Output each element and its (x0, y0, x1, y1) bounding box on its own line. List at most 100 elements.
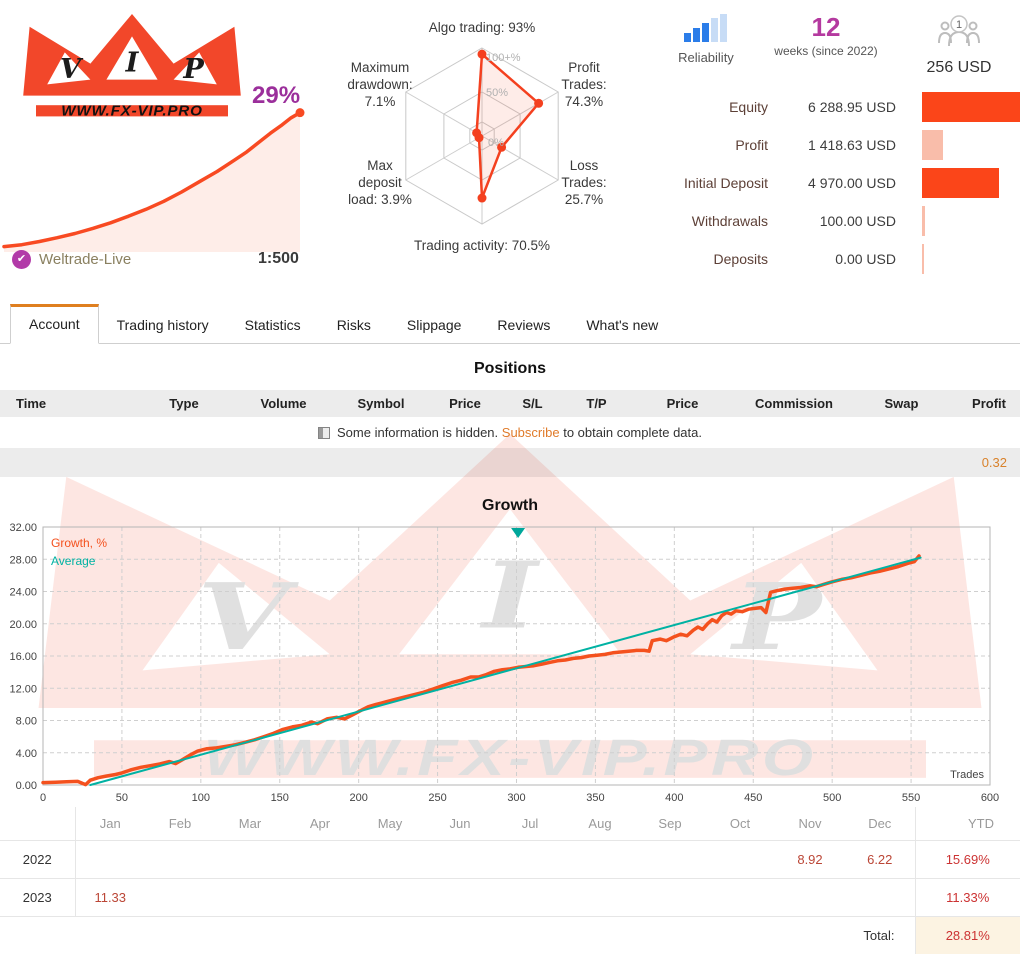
positions-col-t-p: T/P (563, 390, 630, 417)
month-header-feb: Feb (145, 807, 215, 841)
svg-text:550: 550 (902, 792, 920, 804)
positions-col-commission: Commission (735, 390, 853, 417)
leverage-value: 1:500 (258, 250, 299, 268)
radar-axis-label: Trades: (561, 175, 606, 190)
svg-text:8.00: 8.00 (16, 716, 37, 728)
month-growth-value (145, 879, 215, 917)
radar-axis-label: Algo trading: 93% (429, 20, 536, 35)
stat-label: Profit (660, 137, 768, 153)
month-header-mar: Mar (215, 807, 285, 841)
radar-axis-label: 25.7% (565, 192, 603, 207)
signal-info-row: Reliability 12 weeks (since 2022) (660, 0, 1020, 84)
stat-value: 1 418.63 USD (768, 137, 896, 153)
radar-axis-label: Trading activity: 70.5% (414, 238, 550, 253)
tab-trading-history[interactable]: Trading history (99, 306, 227, 344)
month-header-may: May (355, 807, 425, 841)
legend-entry: Average (51, 554, 96, 568)
month-header-nov: Nov (775, 807, 845, 841)
month-growth-value (215, 841, 285, 879)
subscribe-link[interactable]: Subscribe (502, 425, 560, 440)
month-growth-value (75, 841, 145, 879)
stat-bar (922, 206, 925, 236)
notice-pre-text: Some information is hidden. (337, 425, 498, 440)
month-growth-value (705, 841, 775, 879)
month-header-jul: Jul (495, 807, 565, 841)
logo-letter-i: I (125, 47, 140, 79)
svg-text:150: 150 (271, 792, 289, 804)
radar-axis-label: 7.1% (365, 94, 396, 109)
month-growth-value (845, 879, 915, 917)
stat-label: Initial Deposit (660, 175, 768, 191)
tab-slippage[interactable]: Slippage (389, 306, 480, 344)
svg-text:0%: 0% (488, 137, 504, 149)
tab-account[interactable]: Account (10, 304, 99, 344)
stats-radar-chart: 100+%50%0%Algo trading: 93%ProfitTrades:… (312, 8, 660, 270)
brand-block: V I P WWW.FX-VIP.PRO 29% ✔ Weltrade-Live… (0, 0, 312, 300)
month-growth-value: 11.33 (75, 879, 145, 917)
svg-text:16.00: 16.00 (9, 651, 37, 663)
tab-reviews[interactable]: Reviews (479, 306, 568, 344)
ytd-value: 15.69% (915, 841, 1020, 879)
month-growth-value (215, 879, 285, 917)
radar-axis-label: drawdown: (347, 77, 412, 92)
broker-server-link[interactable]: Weltrade-Live (39, 251, 131, 268)
month-header-oct: Oct (705, 807, 775, 841)
ytd-value: 11.33% (915, 879, 1020, 917)
positions-title: Positions (0, 360, 1020, 378)
age-weeks-label: weeks (since 2022) (752, 44, 900, 58)
stat-value: 4 970.00 USD (768, 175, 896, 191)
stat-bar-area (922, 168, 1020, 198)
stat-bar-area (922, 130, 1020, 160)
year-label: 2022 (0, 841, 75, 879)
month-growth-value (285, 879, 355, 917)
stat-bar (922, 168, 999, 198)
reliability-label: Reliability (660, 50, 752, 65)
svg-text:32.00: 32.00 (9, 522, 37, 534)
month-growth-value (775, 879, 845, 917)
verified-check-icon: ✔ (12, 250, 31, 269)
signal-page: V I P WWW.FX-VIP.PRO 29% ✔ Weltrade-Live… (0, 0, 1020, 932)
svg-text:24.00: 24.00 (9, 587, 37, 599)
total-label: Total: (845, 917, 915, 954)
positions-col-symbol: Symbol (334, 390, 428, 417)
stat-bar (922, 92, 1020, 122)
month-growth-value (425, 879, 495, 917)
price-cell: 1 256 USD (900, 12, 1018, 84)
radar-axis-label: 74.3% (565, 94, 603, 109)
signal-price: 256 USD (900, 59, 1018, 77)
svg-text:4.00: 4.00 (16, 748, 37, 760)
month-growth-value (635, 879, 705, 917)
subscribers-count: 1 (956, 19, 962, 31)
month-growth-value (425, 841, 495, 879)
stat-bar (922, 244, 924, 274)
growth-chart: 0.004.008.0012.0016.0020.0024.0028.0032.… (0, 515, 1020, 807)
series-growth- (43, 556, 919, 785)
tab-risks[interactable]: Risks (319, 306, 389, 344)
month-growth-value (705, 879, 775, 917)
positions-col-price: Price (630, 390, 735, 417)
tab-what-s-new[interactable]: What's new (568, 306, 676, 344)
positions-col-volume: Volume (233, 390, 334, 417)
reliability-cell: Reliability (660, 12, 752, 84)
month-header-apr: Apr (285, 807, 355, 841)
svg-text:0: 0 (40, 792, 46, 804)
stat-bar (922, 130, 943, 160)
stat-label: Deposits (660, 251, 768, 267)
svg-text:350: 350 (586, 792, 604, 804)
tab-statistics[interactable]: Statistics (227, 306, 319, 344)
radar-axis-label: Max (367, 158, 393, 173)
month-growth-value (565, 879, 635, 917)
total-row: Total:28.81% (0, 917, 1020, 954)
svg-text:0.00: 0.00 (16, 780, 37, 792)
month-growth-value: 8.92 (775, 841, 845, 879)
positions-col-profit: Profit (950, 390, 1020, 417)
logo-letter-p: P (182, 53, 205, 85)
month-growth-value (355, 841, 425, 879)
